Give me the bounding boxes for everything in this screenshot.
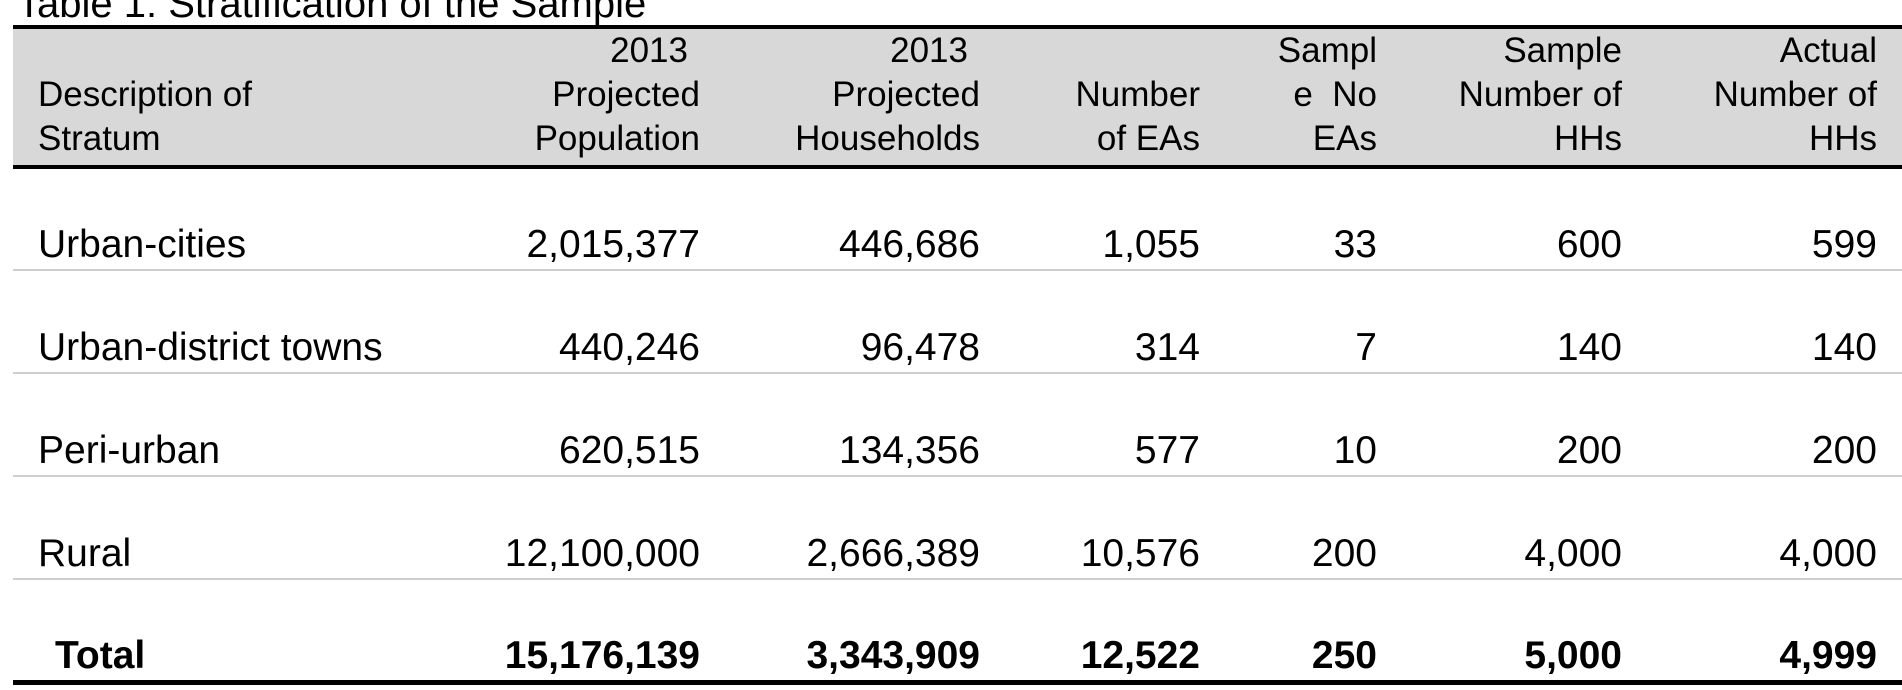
eas-cell: 314: [1134, 326, 1200, 369]
sample-eas-cell: 250: [1311, 634, 1377, 677]
eas-cell: 10,576: [1080, 532, 1200, 575]
sample-hhs-cell: 200: [1556, 429, 1622, 472]
header-line: Stratum: [38, 119, 161, 158]
header-line: of EAs: [1096, 119, 1200, 158]
actual-hhs-cell: 599: [1811, 223, 1877, 266]
header-line: 2013: [610, 31, 688, 70]
table-body: Urban-cities 2,015,377 446,686 1,055 33 …: [13, 167, 1902, 683]
population-cell: 15,176,139: [504, 634, 700, 677]
stratum-cell: Rural: [38, 532, 132, 575]
households-cell: 2,666,389: [806, 532, 980, 575]
header-line: Actual: [1779, 31, 1877, 70]
header-line: Number of: [1713, 75, 1877, 114]
actual-hhs-cell: 4,999: [1779, 634, 1877, 677]
sample-hhs-cell: 140: [1556, 326, 1622, 369]
table-row-peri-urban: Peri-urban 620,515 134,356 577 10 200 20…: [13, 373, 1902, 476]
column-header-sample-number-of-hhs: Sample Number of HHs: [1392, 27, 1637, 167]
actual-hhs-cell: 140: [1811, 326, 1877, 369]
population-cell: 12,100,000: [504, 532, 700, 575]
sample-hhs-cell: 5,000: [1524, 634, 1622, 677]
table-title-container: Table 1: Stratification of the Sample: [0, 0, 1902, 25]
table-row-total: Total 15,176,139 3,343,909 12,522 250 5,…: [13, 579, 1902, 683]
header-line: Number: [1075, 75, 1200, 114]
stratum-cell: Urban-cities: [38, 223, 247, 266]
header-line: Number of: [1458, 75, 1622, 114]
header-line: 2013: [890, 31, 968, 70]
header-line: Projected: [832, 75, 980, 114]
stratum-cell: Peri-urban: [38, 429, 221, 472]
header-line: EAs: [1312, 119, 1377, 158]
households-cell: 96,478: [860, 326, 980, 369]
header-line: Households: [795, 119, 980, 158]
households-cell: 3,343,909: [806, 634, 980, 677]
header-line: Sampl: [1277, 31, 1377, 70]
header-line: [995, 29, 1200, 73]
sample-eas-cell: 33: [1333, 223, 1377, 266]
eas-cell: 12,522: [1080, 634, 1200, 677]
population-cell: 620,515: [559, 429, 700, 472]
header-line: Projected: [552, 75, 700, 114]
stratum-cell: Total: [55, 634, 146, 677]
households-cell: 446,686: [839, 223, 980, 266]
header-line: HHs: [1808, 119, 1877, 158]
sample-eas-cell: 10: [1333, 429, 1377, 472]
header-line: e No: [1293, 75, 1377, 114]
eas-cell: 577: [1134, 429, 1200, 472]
header-line: Population: [534, 119, 700, 158]
column-header-sample-no-eas: Sampl e No EAs: [1215, 27, 1392, 167]
column-header-projected-households: 2013 Projected Households: [715, 27, 995, 167]
population-cell: 2,015,377: [526, 223, 700, 266]
sample-hhs-cell: 4,000: [1524, 532, 1622, 575]
sample-eas-cell: 7: [1355, 326, 1377, 369]
header-row: Description of Stratum 2013 Projected Po…: [13, 27, 1902, 167]
households-cell: 134,356: [839, 429, 980, 472]
actual-hhs-cell: 4,000: [1779, 532, 1877, 575]
sample-hhs-cell: 600: [1556, 223, 1622, 266]
header-line: [38, 29, 403, 73]
population-cell: 440,246: [559, 326, 700, 369]
table-title: Table 1: Stratification of the Sample: [17, 0, 647, 25]
column-header-actual-number-of-hhs: Actual Number of HHs: [1637, 27, 1902, 167]
sample-eas-cell: 200: [1311, 532, 1377, 575]
stratification-table: Description of Stratum 2013 Projected Po…: [13, 25, 1902, 685]
table-header: Description of Stratum 2013 Projected Po…: [13, 27, 1902, 167]
column-header-number-of-eas: Number of EAs: [995, 27, 1215, 167]
header-line: Sample: [1503, 31, 1622, 70]
table-row-urban-district-towns: Urban-district towns 440,246 96,478 314 …: [13, 270, 1902, 373]
table-row-rural: Rural 12,100,000 2,666,389 10,576 200 4,…: [13, 476, 1902, 579]
header-line: Description of: [38, 75, 252, 114]
stratum-cell: Urban-district towns: [38, 326, 383, 369]
column-header-projected-population: 2013 Projected Population: [403, 27, 715, 167]
column-header-stratum: Description of Stratum: [13, 27, 403, 167]
actual-hhs-cell: 200: [1811, 429, 1877, 472]
table-row-urban-cities: Urban-cities 2,015,377 446,686 1,055 33 …: [13, 167, 1902, 270]
header-line: HHs: [1553, 119, 1622, 158]
eas-cell: 1,055: [1102, 223, 1200, 266]
